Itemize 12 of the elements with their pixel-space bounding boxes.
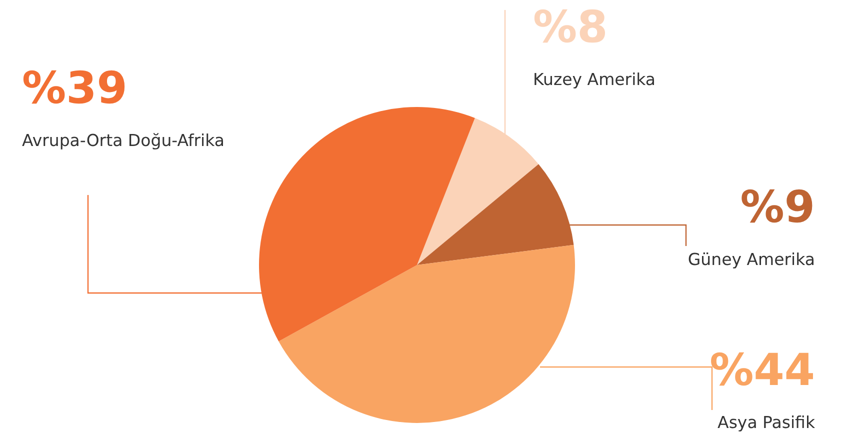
slice-label: Güney Amerika [688, 250, 815, 269]
slice-label: Asya Pasifik [718, 413, 816, 432]
data-label: %8 [533, 2, 608, 53]
pie-slice [278, 244, 575, 423]
pie-slice [417, 164, 574, 265]
data-label: %39 [22, 63, 128, 114]
data-label: %44 [710, 345, 815, 396]
slice-label: Avrupa-Orta Doğu-Afrika [22, 131, 224, 150]
slice-label: Kuzey Amerika [533, 70, 656, 89]
pie-slice [417, 118, 539, 265]
data-label: %9 [740, 182, 815, 233]
pie-slice [259, 107, 475, 342]
